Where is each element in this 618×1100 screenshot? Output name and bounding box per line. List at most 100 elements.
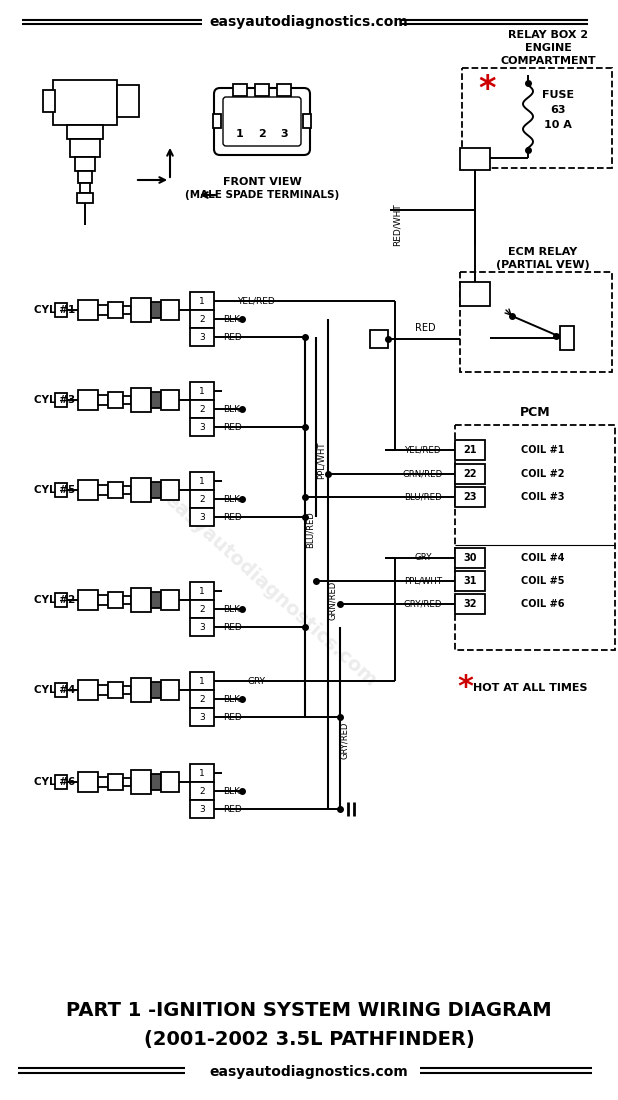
Text: 1: 1 (199, 476, 205, 485)
Bar (108, 302, 123, 318)
Bar (455, 594, 485, 614)
Bar (151, 302, 161, 318)
Bar (123, 306, 131, 313)
Text: BLU/RED: BLU/RED (404, 493, 442, 502)
Bar (190, 618, 214, 636)
Text: 3: 3 (199, 804, 205, 814)
Text: BLK: BLK (224, 694, 240, 704)
Text: easyautodiagnostics.com: easyautodiagnostics.com (210, 15, 408, 29)
Bar (80, 183, 90, 192)
Text: 2: 2 (258, 129, 266, 139)
Bar (98, 595, 108, 605)
Text: GRY/RED: GRY/RED (341, 722, 350, 759)
Bar (190, 328, 214, 346)
Text: PCM: PCM (520, 407, 550, 419)
Text: CYL #2: CYL #2 (35, 595, 75, 605)
Text: 1: 1 (199, 297, 205, 306)
Bar (151, 392, 161, 408)
Text: BLK: BLK (224, 315, 240, 323)
Bar (190, 600, 214, 618)
Bar (161, 480, 179, 501)
Text: BLK: BLK (224, 405, 240, 414)
Bar (151, 774, 161, 790)
Bar (123, 778, 131, 786)
Bar (455, 548, 485, 568)
Text: 2: 2 (199, 405, 205, 414)
Text: 3: 3 (199, 713, 205, 722)
Bar (123, 686, 131, 694)
Bar (455, 571, 485, 591)
Bar (98, 395, 108, 405)
Bar (131, 588, 151, 612)
Bar (233, 84, 247, 96)
Bar (190, 472, 214, 490)
Bar (78, 480, 98, 501)
Text: CYL #6: CYL #6 (35, 777, 75, 786)
Text: RED: RED (415, 323, 435, 333)
Bar (67, 125, 103, 139)
Text: 2: 2 (199, 694, 205, 704)
Bar (98, 777, 108, 786)
Bar (43, 90, 55, 112)
Text: 3: 3 (199, 623, 205, 631)
Bar (55, 483, 67, 497)
Bar (55, 393, 67, 407)
Bar (131, 678, 151, 702)
Text: YEL/RED: YEL/RED (237, 297, 275, 306)
Bar (460, 272, 612, 372)
Bar (55, 593, 67, 607)
Bar (151, 482, 161, 498)
Text: COIL #2: COIL #2 (521, 469, 565, 478)
Text: RED: RED (222, 513, 242, 521)
Text: YEL/RED: YEL/RED (405, 446, 441, 454)
Bar (78, 300, 98, 320)
Bar (190, 490, 214, 508)
Text: 32: 32 (464, 600, 476, 609)
Bar (108, 392, 123, 408)
Text: (PARTIAL VEW): (PARTIAL VEW) (496, 260, 590, 270)
Bar (190, 672, 214, 690)
Text: *: * (478, 74, 496, 107)
Text: GRY: GRY (247, 676, 265, 685)
Bar (275, 110, 293, 120)
Text: 63: 63 (550, 104, 565, 116)
Bar (190, 418, 214, 436)
Bar (560, 326, 574, 350)
Bar (151, 682, 161, 698)
Text: PPL/WHT: PPL/WHT (316, 441, 326, 478)
Bar (455, 425, 615, 650)
Text: 30: 30 (464, 553, 476, 563)
Bar (190, 782, 214, 800)
Bar (460, 148, 490, 170)
Text: CYL #1: CYL #1 (35, 305, 75, 315)
Bar (190, 690, 214, 708)
Text: easyautodiagnostics.com: easyautodiagnostics.com (210, 1065, 408, 1079)
Bar (123, 396, 131, 404)
Bar (123, 486, 131, 494)
Bar (161, 390, 179, 410)
Text: 1: 1 (236, 129, 244, 139)
Bar (78, 680, 98, 700)
Text: RELAY BOX 2: RELAY BOX 2 (508, 30, 588, 40)
Text: COMPARTMENT: COMPARTMENT (500, 56, 596, 66)
Bar (131, 388, 151, 412)
Text: 21: 21 (464, 446, 476, 455)
Text: (MALE SPADE TERMINALS): (MALE SPADE TERMINALS) (185, 190, 339, 200)
Bar (70, 139, 100, 157)
FancyBboxPatch shape (223, 97, 301, 146)
Bar (53, 80, 117, 125)
Text: BLK: BLK (224, 605, 240, 614)
Bar (190, 292, 214, 310)
Bar (161, 590, 179, 610)
Text: GRY/RED: GRY/RED (404, 600, 442, 608)
Bar (98, 685, 108, 695)
Text: HOT AT ALL TIMES: HOT AT ALL TIMES (473, 683, 587, 693)
Text: 10 A: 10 A (544, 120, 572, 130)
Text: BLU/RED: BLU/RED (305, 512, 315, 549)
Bar (303, 114, 311, 128)
Bar (190, 508, 214, 526)
Text: GRY: GRY (414, 553, 432, 562)
Bar (78, 390, 98, 410)
Text: 3: 3 (280, 129, 288, 139)
Bar (78, 170, 92, 183)
